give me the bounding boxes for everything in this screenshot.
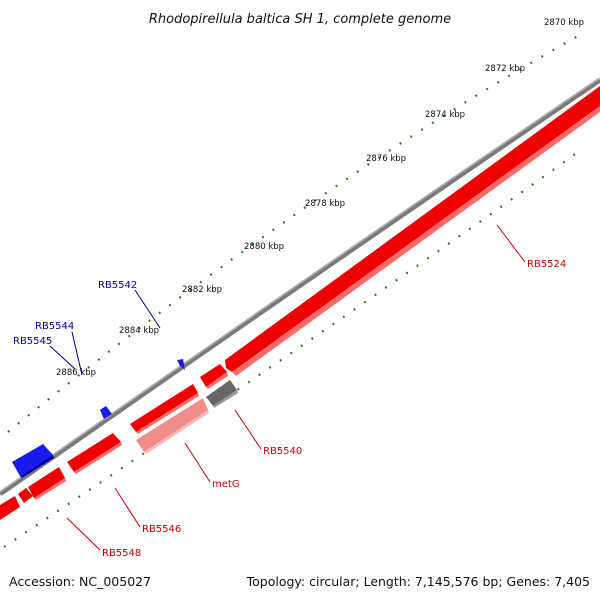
scale-label-2874: 2874 kbp: [425, 110, 465, 120]
gene-forward-small-arrow[interactable]: [200, 364, 227, 387]
summary-text: Topology: circular; Length: 7,145,576 bp…: [246, 574, 590, 589]
genome-backbone-highlight: [0, 77, 600, 493]
inner-tick-track: [3, 151, 579, 548]
accession-text: Accession: NC_005027: [9, 574, 151, 589]
gene-metg-shade: [144, 410, 209, 454]
gene-rb5545-arrow[interactable]: [100, 406, 112, 419]
gene-rb5524-arrow[interactable]: [225, 86, 600, 372]
gene-label-rb5546[interactable]: RB5546: [142, 524, 181, 535]
scale-label-2882: 2882 kbp: [182, 285, 222, 295]
leader-rb5545: [49, 345, 76, 370]
gene-rb5546-arrow[interactable]: [67, 433, 121, 472]
gene-forward-left-arrow[interactable]: [0, 496, 20, 520]
gene-label-rb5524[interactable]: RB5524: [527, 259, 566, 270]
scale-label-2884: 2884 kbp: [119, 326, 159, 336]
scale-label-2878: 2878 kbp: [305, 199, 345, 209]
scale-label-2870: 2870 kbp: [544, 18, 584, 28]
leader-rb5540: [234, 409, 262, 450]
gene-forward-mid-arrow[interactable]: [130, 384, 198, 432]
gene-label-rb5545[interactable]: RB5545: [13, 336, 52, 347]
gene-reverse-large-arrow[interactable]: [12, 444, 53, 476]
gene-forward-mid-shade: [136, 393, 199, 434]
gene-forward-tiny-arrow[interactable]: [18, 488, 33, 503]
gene-rb5548-shade: [34, 478, 66, 500]
gene-rb5548-arrow[interactable]: [28, 467, 65, 498]
gene-rb5540-arrow[interactable]: [206, 380, 237, 406]
genome-backbone: [0, 77, 600, 497]
leader-rb5544: [71, 331, 83, 376]
gene-forward-small-shade: [206, 372, 228, 389]
gene-rb5540-shade: [213, 390, 238, 408]
scale-label-2876: 2876 kbp: [366, 154, 406, 164]
map-title: Rhodopirellula baltica SH 1, complete ge…: [149, 12, 451, 27]
leader-metg: [184, 442, 211, 483]
gene-rb5542-arrow[interactable]: [177, 359, 185, 370]
gene-metg-arrow[interactable]: [136, 398, 208, 452]
scale-label-2886: 2886 kbp: [56, 368, 96, 378]
leader-rb5548: [66, 517, 101, 551]
leader-rb5542: [134, 289, 161, 329]
gene-rb5524-shade: [232, 106, 600, 376]
leader-rb5524: [496, 224, 526, 263]
gene-label-rb5544[interactable]: RB5544: [35, 321, 74, 332]
gene-reverse-large-shade: [20, 455, 54, 478]
gene-label-rb5540[interactable]: RB5540: [263, 446, 302, 457]
gene-rb5546-shade: [74, 442, 122, 474]
leader-rb5546: [114, 487, 141, 528]
gene-label-rb5542[interactable]: RB5542: [98, 280, 137, 291]
scale-label-2880: 2880 kbp: [244, 242, 284, 252]
gene-label-metg[interactable]: metG: [212, 479, 240, 490]
scale-label-2872: 2872 kbp: [485, 64, 525, 74]
gene-label-rb5548[interactable]: RB5548: [102, 548, 141, 559]
